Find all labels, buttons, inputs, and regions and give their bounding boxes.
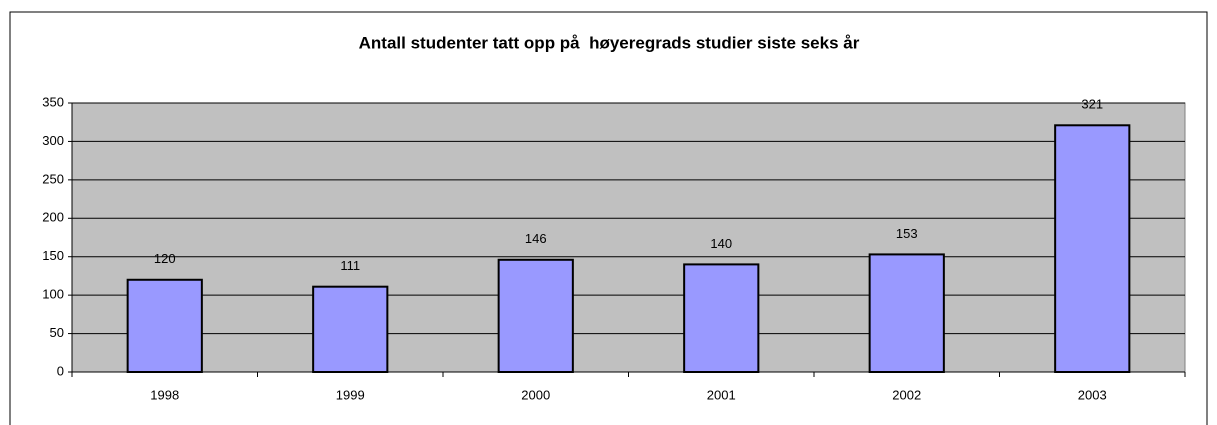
data-label: 153 xyxy=(896,226,918,241)
chart-frame xyxy=(9,11,1208,425)
y-tick-label: 200 xyxy=(42,210,64,225)
x-tick-label: 2001 xyxy=(707,387,736,402)
bar xyxy=(312,285,389,373)
x-tick-label: 2000 xyxy=(521,387,550,402)
y-tick-label: 100 xyxy=(42,287,64,302)
bar xyxy=(497,258,574,373)
data-label: 111 xyxy=(340,258,360,273)
y-tick-label: 250 xyxy=(42,171,64,186)
x-tick-label: 1999 xyxy=(336,387,365,402)
bar xyxy=(126,278,203,373)
bar xyxy=(683,263,760,373)
y-tick-label: 50 xyxy=(50,325,64,340)
data-label: 321 xyxy=(1081,97,1103,112)
x-tick-label: 1998 xyxy=(150,387,179,402)
bar xyxy=(868,253,945,373)
data-label: 140 xyxy=(710,236,732,251)
plot-area xyxy=(71,102,1186,373)
data-label: 146 xyxy=(525,231,547,246)
data-label: 120 xyxy=(154,251,176,266)
y-tick-label: 300 xyxy=(42,133,64,148)
y-tick-label: 350 xyxy=(42,94,64,109)
y-tick-label: 150 xyxy=(42,248,64,263)
x-tick-label: 2003 xyxy=(1078,387,1107,402)
y-tick-label: 0 xyxy=(57,363,64,378)
chart-title: Antall studenter tatt opp på høyeregrads… xyxy=(359,33,860,52)
x-tick-label: 2002 xyxy=(892,387,921,402)
bar xyxy=(1054,124,1131,373)
